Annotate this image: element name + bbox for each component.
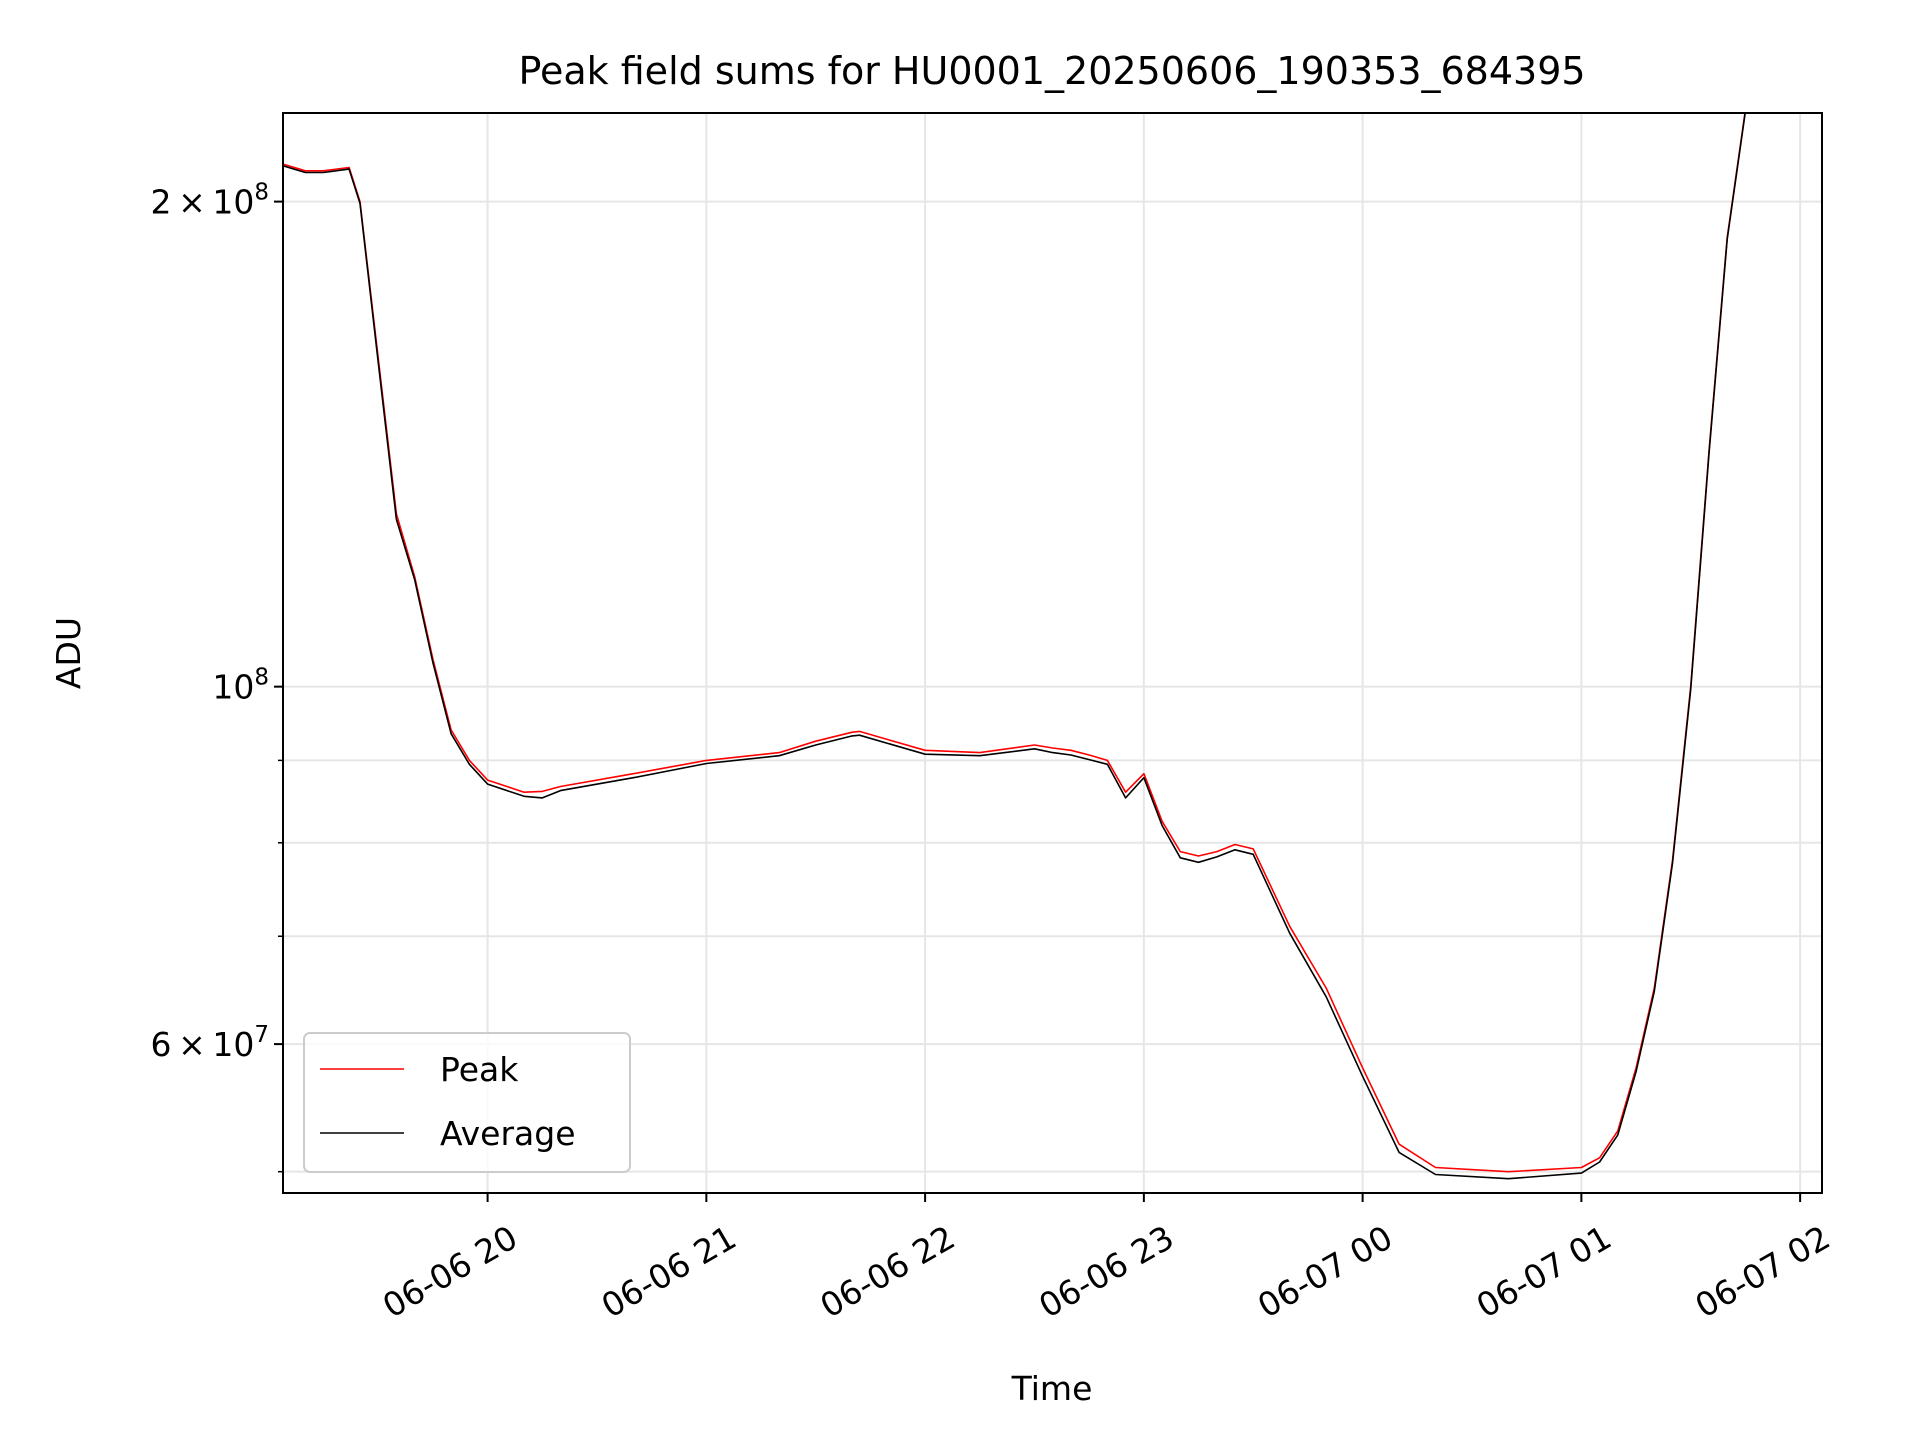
legend: Peak Average: [303, 1032, 631, 1173]
series-line-average: [283, 113, 1746, 1180]
y-tick-label: 6 × 107: [151, 1022, 269, 1064]
series-line-peak: [283, 113, 1746, 1173]
legend-label-average: Average: [440, 1114, 576, 1153]
x-axis-label: Time: [1011, 1369, 1093, 1408]
y-tick-label: 2 × 108: [151, 180, 269, 222]
chart-title: Peak field sums for HU0001_20250606_1903…: [518, 49, 1585, 93]
legend-box: [303, 1032, 631, 1173]
y-axis-label: ADU: [49, 617, 88, 689]
legend-label-peak: Peak: [440, 1050, 519, 1089]
plot-frame: [282, 112, 1823, 1194]
series-layer: [283, 113, 1746, 1180]
grid-layer: [283, 113, 1822, 1193]
